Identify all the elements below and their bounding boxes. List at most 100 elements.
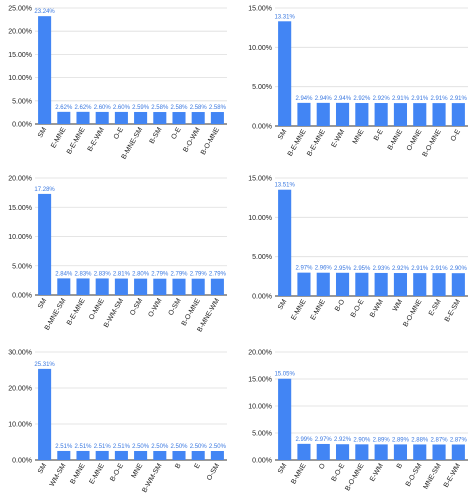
bar xyxy=(191,451,205,460)
data-label: 2.83% xyxy=(74,271,92,277)
data-label: 2.50% xyxy=(170,444,188,450)
data-label: 2.95% xyxy=(334,266,352,272)
chart-6: 0.00% 5.00% 10.00% 15.00% 20.00% 15.05% SM 2.99… xyxy=(248,350,468,492)
data-label: 25.31% xyxy=(34,362,55,368)
bar xyxy=(172,451,186,460)
bar xyxy=(191,112,205,124)
y-tick-label: 15.00% xyxy=(248,6,272,13)
data-label: 2.62% xyxy=(74,105,92,111)
data-label: 2.92% xyxy=(353,96,371,102)
category-label: B-E-MNE xyxy=(66,126,87,155)
y-tick-label: 0.00% xyxy=(12,122,32,129)
category-label: B-O xyxy=(334,298,347,313)
y-tick-label: 0.00% xyxy=(252,294,272,301)
bar xyxy=(278,189,292,296)
bar xyxy=(335,272,350,296)
category-label: O-SM xyxy=(168,297,183,316)
y-tick-label: 10.00% xyxy=(248,404,272,411)
category-label: E-WM xyxy=(330,128,346,148)
data-label: 2.96% xyxy=(315,266,333,272)
category-label: O-E xyxy=(450,128,462,143)
data-label: 2.50% xyxy=(132,444,150,450)
bar xyxy=(451,273,465,296)
bar xyxy=(316,272,330,296)
data-label: 23.24% xyxy=(34,9,55,15)
data-label: 2.91% xyxy=(392,96,410,102)
bar xyxy=(76,450,90,460)
category-label: O xyxy=(318,462,327,471)
bar xyxy=(297,443,311,460)
y-tick-label: 10.00% xyxy=(8,422,32,429)
category-label: B-WM xyxy=(369,298,385,318)
data-label: 2.89% xyxy=(392,437,410,443)
bar xyxy=(57,450,71,460)
bar xyxy=(413,444,427,460)
bar xyxy=(114,278,128,295)
data-label: 2.50% xyxy=(209,444,227,450)
data-label: 2.91% xyxy=(431,266,449,272)
category-label: E-SM xyxy=(428,298,443,317)
data-label: 2.99% xyxy=(295,437,313,443)
category-label: B-E-WM xyxy=(443,462,462,489)
data-label: 2.92% xyxy=(334,437,352,443)
y-tick-label: 10.00% xyxy=(248,45,272,52)
y-tick-label: 30.00% xyxy=(8,350,32,357)
bar xyxy=(57,278,71,295)
bar xyxy=(57,111,71,124)
y-tick-label: 0.00% xyxy=(12,293,32,300)
data-label: 2.51% xyxy=(74,444,92,450)
bar xyxy=(432,444,446,460)
category-label: B-O-MNE xyxy=(402,298,423,328)
category-label: WM xyxy=(392,298,404,312)
category-label: SM xyxy=(277,298,288,311)
category-label: MNE xyxy=(130,462,144,479)
data-label: 15.05% xyxy=(274,372,295,378)
category-label: B-WM-SM xyxy=(141,462,163,494)
data-label: 2.50% xyxy=(151,444,169,450)
bar xyxy=(38,368,52,460)
data-label: 2.79% xyxy=(190,272,208,278)
chart-4: 0.00% 5.00% 10.00% 15.00%13.51% SM 2.97% E-MNE… xyxy=(248,176,468,328)
category-label: B-O-E xyxy=(330,462,346,483)
y-tick-label: 15.00% xyxy=(8,205,32,212)
y-tick-label: 20.00% xyxy=(8,386,32,393)
category-label: E-MNE xyxy=(290,298,308,321)
bar xyxy=(335,444,350,460)
y-tick-label: 5.00% xyxy=(252,431,272,438)
y-tick-label: 15.00% xyxy=(248,176,272,183)
category-label: B-O-SM xyxy=(405,462,424,488)
data-label: 2.59% xyxy=(132,105,150,111)
data-label: 2.62% xyxy=(55,105,73,111)
category-label: B-MNE xyxy=(290,462,308,485)
category-label: E xyxy=(194,462,203,470)
bar xyxy=(95,450,109,460)
data-label: 2.58% xyxy=(151,105,169,111)
y-tick-label: 0.00% xyxy=(12,458,32,465)
data-label: 2.81% xyxy=(113,272,131,278)
category-label: SM xyxy=(277,128,288,141)
data-label: 2.80% xyxy=(132,272,150,278)
category-label: E-MNE xyxy=(89,462,107,485)
data-label: 2.51% xyxy=(55,444,73,450)
bar xyxy=(210,112,224,124)
bar xyxy=(153,278,167,295)
bar xyxy=(374,272,388,296)
category-label: B-MNE xyxy=(387,128,405,151)
data-label: 2.58% xyxy=(170,105,188,111)
data-label: 2.90% xyxy=(450,266,468,272)
bar xyxy=(451,444,465,460)
bar xyxy=(297,272,311,296)
y-tick-label: 20.00% xyxy=(248,350,272,357)
category-label: WM-SM xyxy=(49,462,68,488)
data-label: 2.79% xyxy=(209,272,227,278)
category-label: O-WM xyxy=(147,297,163,318)
data-label: 2.79% xyxy=(170,272,188,278)
category-label: SM xyxy=(37,297,48,310)
category-label: B-O-MNE xyxy=(422,128,443,158)
data-label: 2.88% xyxy=(411,437,429,443)
y-tick-label: 15.00% xyxy=(248,377,272,384)
bar xyxy=(38,193,52,295)
bar xyxy=(153,451,167,460)
y-tick-label: 5.00% xyxy=(252,84,272,91)
data-label: 2.95% xyxy=(353,266,371,272)
